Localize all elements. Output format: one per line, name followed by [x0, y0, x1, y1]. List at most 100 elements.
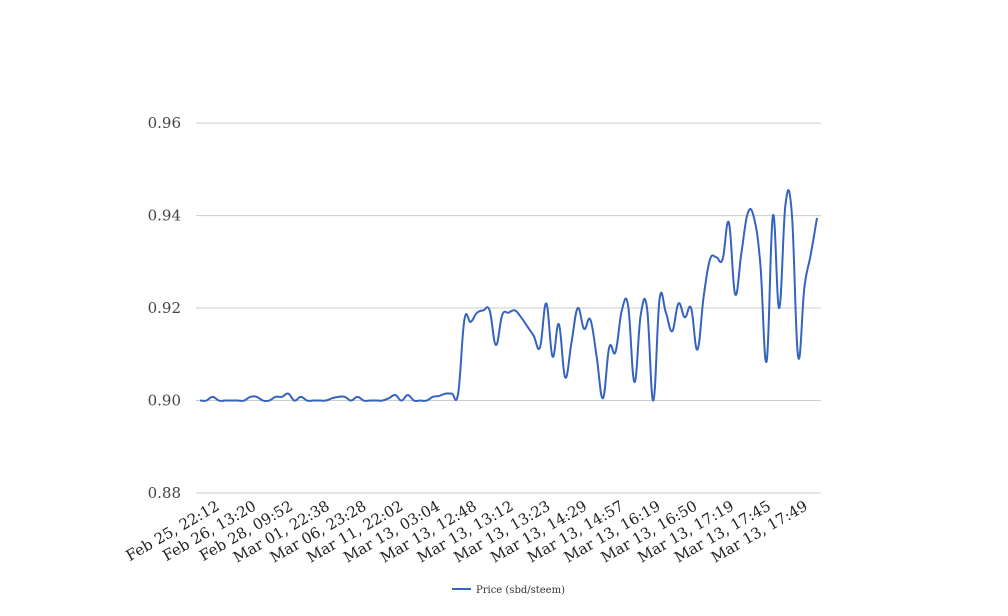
data-point — [715, 256, 717, 258]
y-tick-label: 0.94 — [148, 207, 181, 225]
legend: Price (sbd/steem) — [452, 585, 565, 596]
data-point — [596, 356, 598, 358]
data-point — [589, 319, 591, 321]
y-tick-label: 0.88 — [148, 484, 181, 502]
data-point — [772, 215, 774, 217]
data-point — [615, 351, 617, 353]
data-point — [300, 396, 302, 398]
data-point — [470, 321, 472, 323]
data-point — [445, 393, 447, 395]
data-point — [791, 212, 793, 214]
data-point — [766, 360, 768, 362]
data-point — [275, 396, 277, 398]
data-point — [482, 309, 484, 311]
data-point — [558, 323, 560, 325]
data-point — [400, 400, 402, 402]
data-point — [218, 400, 220, 402]
data-point — [463, 319, 465, 321]
data-point — [684, 316, 686, 318]
data-point — [778, 307, 780, 309]
data-point — [552, 356, 554, 358]
data-point — [747, 212, 749, 214]
data-point — [256, 396, 258, 398]
data-point — [608, 346, 610, 348]
data-point — [583, 328, 585, 330]
data-point — [344, 396, 346, 398]
data-point — [262, 400, 264, 402]
data-point — [495, 344, 497, 346]
data-point — [677, 302, 679, 304]
data-point — [426, 400, 428, 402]
data-point — [432, 396, 434, 398]
data-point — [312, 400, 314, 402]
data-point — [602, 397, 604, 399]
data-point — [703, 296, 705, 298]
data-point — [205, 400, 207, 402]
data-point — [753, 217, 755, 219]
data-point — [520, 316, 522, 318]
series-layer — [199, 189, 818, 403]
data-point — [803, 286, 805, 288]
data-point — [375, 400, 377, 402]
series-line — [199, 189, 818, 403]
data-point — [476, 312, 478, 314]
data-point — [413, 400, 415, 402]
data-point — [533, 335, 535, 337]
data-point — [810, 254, 812, 256]
data-point — [489, 309, 491, 311]
data-point — [325, 400, 327, 402]
data-point — [690, 307, 692, 309]
y-tick-label: 0.90 — [148, 392, 181, 410]
data-point — [785, 203, 787, 205]
data-point — [319, 400, 321, 402]
data-point — [382, 400, 384, 402]
data-point — [633, 381, 635, 383]
data-point — [501, 314, 503, 316]
data-point — [734, 293, 736, 295]
data-point — [665, 312, 667, 314]
data-point — [363, 400, 365, 402]
data-point — [331, 397, 333, 399]
data-point — [243, 400, 245, 402]
data-point — [306, 400, 308, 402]
data-point — [224, 400, 226, 402]
data-point — [539, 346, 541, 348]
data-point — [545, 302, 547, 304]
data-point — [722, 259, 724, 261]
data-point — [356, 396, 358, 398]
legend-label: Price (sbd/steem) — [476, 585, 565, 596]
data-point — [407, 394, 409, 396]
data-point — [627, 305, 629, 307]
data-point — [287, 393, 289, 395]
data-point — [514, 309, 516, 311]
data-point — [388, 397, 390, 399]
data-point — [652, 400, 654, 402]
data-point — [394, 394, 396, 396]
data-point — [564, 376, 566, 378]
data-point — [816, 217, 818, 219]
data-point — [740, 252, 742, 254]
data-point — [237, 400, 239, 402]
data-point — [457, 393, 459, 395]
data-point — [526, 326, 528, 328]
data-point — [293, 400, 295, 402]
data-point — [621, 309, 623, 311]
data-point — [640, 314, 642, 316]
y-axis-ticks: 0.96 0.94 0.92 0.90 0.88 — [148, 114, 181, 502]
data-point — [199, 400, 201, 402]
data-point — [577, 307, 579, 309]
y-tick-label: 0.92 — [148, 299, 181, 317]
data-point — [369, 400, 371, 402]
data-point — [451, 393, 453, 395]
data-point — [281, 396, 283, 398]
data-point — [709, 259, 711, 261]
data-point — [696, 349, 698, 351]
data-point — [350, 400, 352, 402]
y-tick-label: 0.96 — [148, 114, 181, 132]
data-point — [249, 396, 251, 398]
data-point — [438, 395, 440, 397]
grid-lines — [196, 122, 821, 494]
data-point — [230, 400, 232, 402]
data-point — [659, 298, 661, 300]
